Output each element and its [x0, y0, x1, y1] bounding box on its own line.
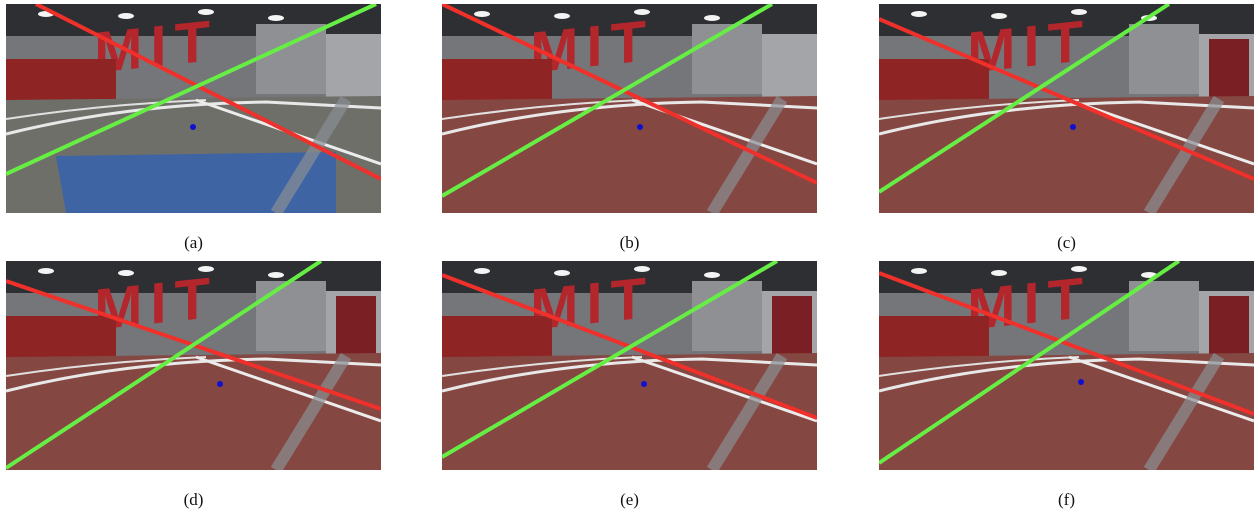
mat [6, 316, 116, 361]
photo: MIT [879, 261, 1254, 470]
subfigure: MIT (c) [879, 4, 1254, 253]
vanishing-point [641, 381, 647, 387]
light [704, 15, 720, 21]
photo: MIT [442, 261, 817, 470]
light [38, 268, 54, 274]
light [268, 272, 284, 278]
floor [442, 353, 817, 470]
mat [879, 316, 989, 361]
door [1209, 39, 1249, 101]
floor [6, 353, 381, 470]
door [772, 296, 812, 358]
wall-panel [692, 24, 762, 94]
subfigure: MIT (f) [879, 261, 1254, 510]
light [911, 268, 927, 274]
caption: (a) [6, 233, 381, 253]
door [1209, 296, 1249, 358]
photo: MIT [879, 4, 1254, 213]
vanishing-point [190, 124, 196, 130]
photo: MIT [442, 4, 817, 213]
mat [879, 59, 989, 104]
caption: (c) [879, 233, 1254, 253]
photo: MIT [6, 4, 381, 213]
caption: (d) [6, 490, 381, 510]
subfigure: MIT (d) [6, 261, 381, 510]
mat [442, 59, 552, 104]
wall-panel [256, 24, 326, 94]
wall-panel [256, 281, 326, 351]
wall-panel [1129, 24, 1199, 94]
light [474, 268, 490, 274]
vanishing-point [1070, 124, 1076, 130]
light [268, 15, 284, 21]
floor [879, 353, 1254, 470]
wall-panel [762, 34, 817, 104]
mat [6, 59, 116, 104]
subfigure: MIT (e) [442, 261, 817, 510]
caption: (b) [442, 233, 817, 253]
vanishing-point [637, 124, 643, 130]
caption: (f) [879, 490, 1254, 510]
light [474, 11, 490, 17]
light [704, 272, 720, 278]
caption: (e) [442, 490, 817, 510]
vanishing-point [1078, 379, 1084, 385]
subfigure: MIT (b) [442, 4, 817, 253]
door [336, 296, 376, 358]
wall-panel [326, 34, 381, 104]
vanishing-point [217, 381, 223, 387]
subfigure: MIT (a) [6, 4, 381, 253]
wall-panel [1129, 281, 1199, 351]
mat [442, 316, 552, 361]
figure: MIT (a) MIT (b) MIT (c) MIT (d) MIT (e) MIT (f) [0, 0, 1254, 518]
photo: MIT [6, 261, 381, 470]
light [911, 11, 927, 17]
